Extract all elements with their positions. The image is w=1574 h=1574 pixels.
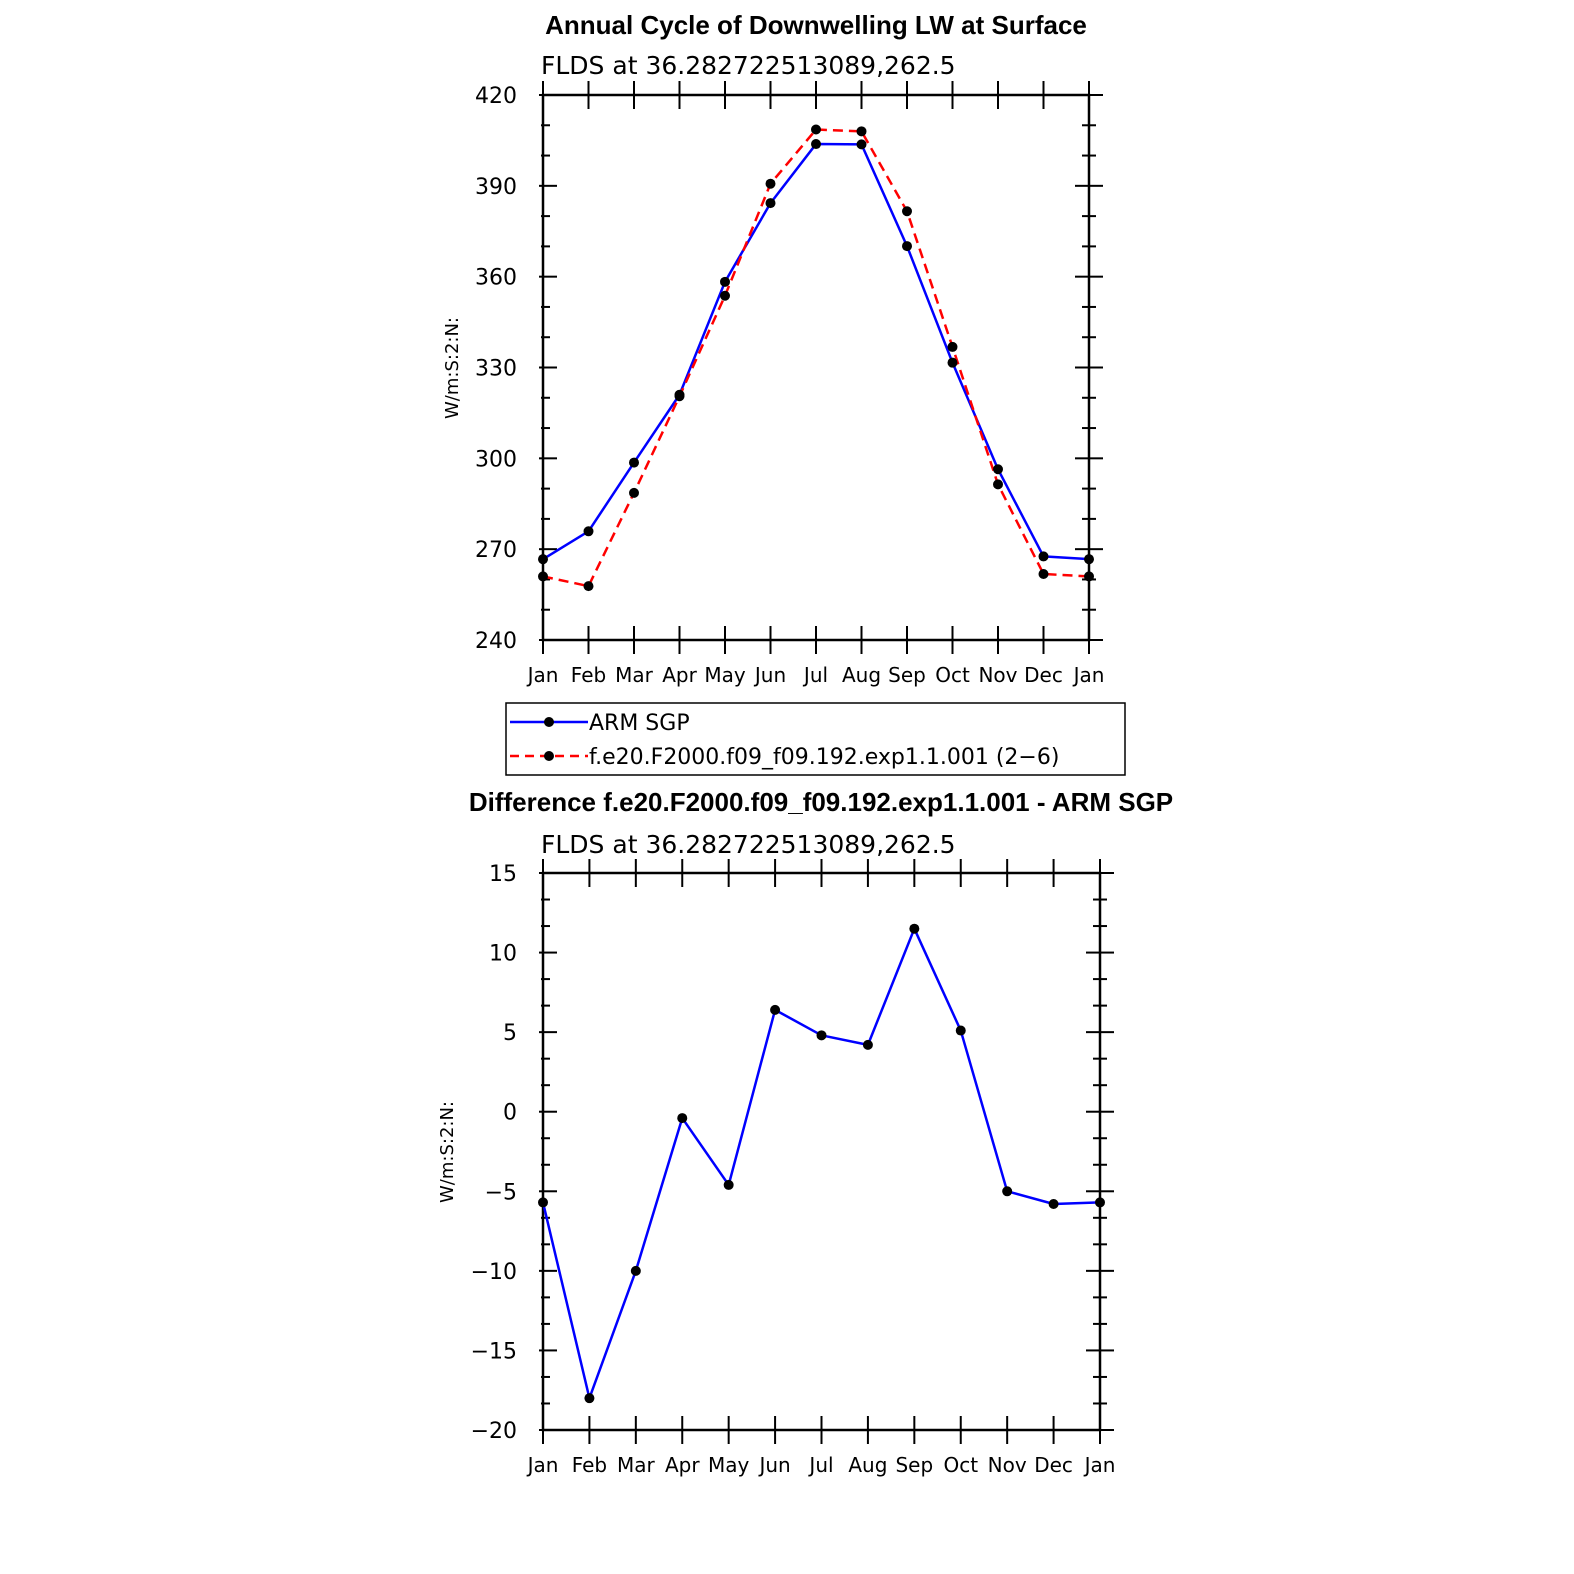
bottom-xtick-label: Feb	[572, 1453, 607, 1477]
top-xtick-label: Jan	[526, 663, 559, 687]
top-ytick-label: 360	[475, 266, 517, 291]
top-chart-subtitle: FLDS at 36.282722513089,262.5	[541, 51, 956, 80]
top-ytick-label: 240	[475, 629, 517, 654]
bottom-xtick-label: Oct	[943, 1453, 978, 1477]
bottom-ytick-label: 10	[489, 942, 517, 967]
bottom-series-0-point	[538, 1197, 548, 1208]
top-ytick-label: 330	[475, 357, 517, 382]
top-series-0-point	[720, 276, 730, 287]
top-series-1-point	[538, 571, 548, 582]
annual-cycle-chart: Annual Cycle of Downwelling LW at Surfac…	[442, 10, 1104, 687]
top-series-line-1	[542, 128, 1090, 588]
top-xtick-label: Apr	[662, 663, 697, 687]
top-xtick-label: Mar	[615, 663, 654, 687]
bottom-ytick-label: −5	[485, 1180, 517, 1205]
bottom-ytick-label: 5	[503, 1021, 517, 1046]
top-series-1-point	[993, 479, 1003, 490]
top-series-0-point	[629, 457, 639, 468]
bottom-xtick-label: Mar	[617, 1453, 656, 1477]
bottom-series-0-point	[909, 923, 920, 934]
bottom-chart-ylabel: W/m:S:2:N:	[437, 1101, 458, 1203]
top-xtick-label: Jul	[802, 663, 828, 687]
bottom-xtick-label: Dec	[1034, 1453, 1073, 1477]
bottom-xtick-label: Nov	[988, 1453, 1027, 1477]
top-xtick-label: Aug	[842, 663, 881, 687]
bottom-series-0-point	[723, 1179, 734, 1190]
bottom-xtick-label: Jan	[1083, 1453, 1116, 1477]
top-chart-title: Annual Cycle of Downwelling LW at Surfac…	[545, 10, 1087, 40]
top-series-1-point	[720, 290, 730, 301]
top-series-1-point	[1084, 571, 1094, 582]
top-xtick-label: Dec	[1024, 663, 1063, 687]
top-series-0-point	[811, 139, 821, 150]
bottom-ytick-label: −15	[471, 1339, 517, 1364]
top-xtick-label: Oct	[935, 663, 970, 687]
legend-obs-marker	[544, 717, 554, 727]
top-series-0-point	[856, 139, 867, 150]
top-series-0-point	[993, 464, 1003, 475]
top-series-0-point	[947, 357, 958, 368]
top-series-0-point	[538, 554, 548, 565]
top-series-1-point	[765, 178, 776, 189]
top-series-0-point	[765, 198, 776, 209]
bottom-series-line-0	[541, 927, 1101, 1400]
bottom-series-0-point	[584, 1393, 595, 1404]
top-series-0-point	[1084, 554, 1094, 565]
bottom-xtick-label: Aug	[848, 1453, 887, 1477]
difference-chart: Difference f.e20.F2000.f09_f09.192.exp1.…	[437, 787, 1173, 1477]
top-xtick-label: May	[704, 663, 746, 687]
bottom-series-0-point	[1095, 1197, 1105, 1208]
top-series-0-point	[583, 526, 594, 537]
top-series-1-point	[583, 581, 594, 592]
bottom-series-0-point	[1048, 1199, 1059, 1210]
top-ytick-label: 270	[475, 538, 517, 563]
top-xtick-label: Jun	[753, 663, 786, 687]
legend: ARM SGP f.e20.F2000.f09_f09.192.exp1.1.0…	[505, 702, 1126, 776]
top-series-1-point	[856, 126, 867, 137]
top-series-line-0	[542, 142, 1090, 561]
bottom-series-0-point	[677, 1113, 688, 1124]
top-ytick-label: 420	[475, 84, 517, 109]
bottom-series-0-point	[630, 1265, 641, 1276]
top-series-1-point	[902, 206, 912, 217]
bottom-ytick-label: −20	[471, 1419, 517, 1444]
legend-obs-label: ARM SGP	[589, 711, 690, 736]
top-plot-frame	[541, 93, 1091, 642]
top-series-1-point	[811, 124, 821, 135]
bottom-chart-title: Difference f.e20.F2000.f09_f09.192.exp1.…	[469, 787, 1173, 817]
top-series-0-point	[1038, 551, 1049, 562]
top-ytick-label: 390	[475, 175, 517, 200]
bottom-series-0-point	[770, 1004, 781, 1015]
bottom-xtick-label: Jun	[757, 1453, 790, 1477]
bottom-series-0-point	[1002, 1186, 1013, 1197]
top-ytick-label: 300	[475, 447, 517, 472]
top-series-0-point	[902, 241, 912, 252]
bottom-series-0-point	[955, 1025, 966, 1036]
bottom-xtick-label: Sep	[895, 1453, 933, 1477]
top-series-1-point	[629, 487, 639, 498]
top-xtick-label: Jan	[1072, 663, 1105, 687]
top-xtick-label: Nov	[978, 663, 1017, 687]
bottom-xtick-label: Jan	[526, 1453, 559, 1477]
legend-model-label: f.e20.F2000.f09_f09.192.exp1.1.001 (2−6)	[589, 745, 1059, 770]
top-series-1-point	[674, 391, 685, 402]
bottom-chart-subtitle: FLDS at 36.282722513089,262.5	[541, 830, 956, 859]
bottom-series-0-point	[816, 1030, 827, 1041]
top-series-1-point	[947, 341, 958, 352]
legend-box	[505, 702, 1126, 776]
bottom-xtick-label: Jul	[807, 1453, 833, 1477]
top-xtick-label: Sep	[888, 663, 926, 687]
bottom-xtick-label: May	[708, 1453, 750, 1477]
bottom-ytick-label: −10	[471, 1260, 517, 1285]
top-series-1-point	[1038, 568, 1049, 579]
bottom-plot-frame	[541, 871, 1102, 1432]
bottom-xtick-label: Apr	[665, 1453, 700, 1477]
bottom-ytick-label: 0	[503, 1101, 517, 1126]
top-chart-ylabel: W/m:S:2:N:	[442, 317, 463, 419]
bottom-ytick-label: 15	[489, 862, 517, 887]
bottom-series-0-point	[862, 1039, 873, 1050]
top-xtick-label: Feb	[571, 663, 606, 687]
legend-model-marker	[544, 751, 554, 761]
